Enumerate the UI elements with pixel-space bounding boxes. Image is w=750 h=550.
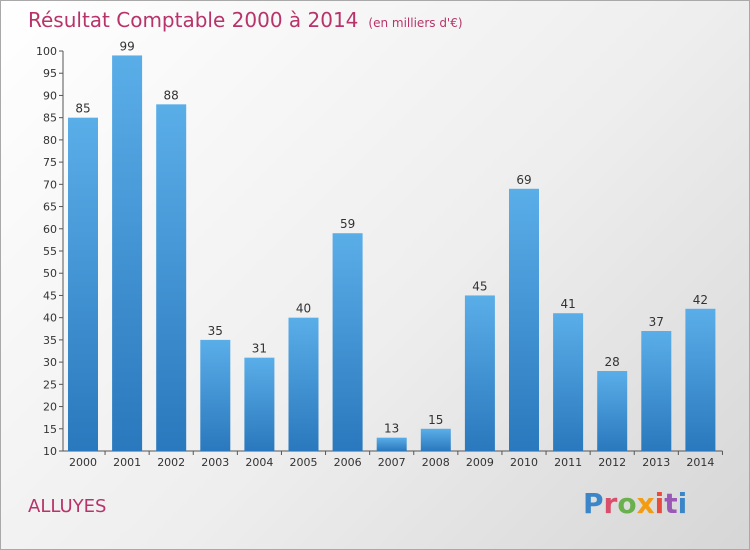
- logo-letter: P: [583, 487, 604, 520]
- bar: [553, 313, 584, 451]
- bar: [68, 117, 98, 452]
- logo-letter: o: [617, 487, 637, 520]
- x-tick-label: 2006: [334, 456, 362, 469]
- chart-title: Résultat Comptable 2000 à 2014: [28, 8, 359, 32]
- x-tick-label: 2007: [378, 456, 406, 469]
- y-tick-label: 100: [36, 45, 57, 58]
- y-tick-label: 25: [43, 378, 57, 391]
- y-tick-label: 35: [43, 334, 57, 347]
- y-tick-label: 65: [43, 201, 57, 214]
- bar-value-label: 31: [252, 342, 267, 356]
- x-tick-label: 2008: [422, 456, 450, 469]
- logo-letter: x: [636, 487, 655, 520]
- bar-value-label: 41: [560, 297, 575, 311]
- y-tick-label: 70: [43, 178, 57, 191]
- bar: [641, 331, 672, 451]
- bar-value-label: 99: [119, 39, 134, 53]
- y-tick-label: 55: [43, 245, 57, 258]
- chart-title-block: Résultat Comptable 2000 à 2014 (en millie…: [28, 8, 463, 32]
- y-tick-label: 75: [43, 156, 57, 169]
- bar: [464, 295, 495, 451]
- x-tick-label: 2000: [69, 456, 97, 469]
- y-tick-label: 40: [43, 312, 57, 325]
- bar: [509, 188, 539, 451]
- bar-value-label: 28: [605, 355, 620, 369]
- bar-value-label: 35: [208, 324, 223, 338]
- logo-letter: r: [603, 487, 618, 520]
- x-tick-label: 2001: [113, 456, 141, 469]
- bar: [288, 317, 319, 451]
- bar-value-label: 45: [472, 279, 487, 293]
- x-tick-label: 2004: [245, 456, 273, 469]
- y-tick-label: 15: [43, 423, 57, 436]
- x-tick-label: 2013: [642, 456, 670, 469]
- bar-value-label: 40: [296, 302, 311, 316]
- bar-value-label: 15: [428, 413, 443, 427]
- logo-letter: i: [654, 487, 665, 520]
- y-tick-label: 50: [43, 267, 57, 280]
- bar: [685, 308, 716, 451]
- y-tick-label: 20: [43, 401, 57, 414]
- x-tick-label: 2011: [554, 456, 582, 469]
- x-tick-label: 2003: [201, 456, 229, 469]
- bar: [200, 339, 231, 451]
- y-tick-label: 90: [43, 89, 57, 102]
- bar: [244, 357, 275, 451]
- bar-value-label: 85: [75, 102, 90, 116]
- bar-value-label: 37: [649, 315, 664, 329]
- bar: [597, 371, 628, 451]
- bar-value-label: 59: [340, 217, 355, 231]
- bar-value-label: 69: [516, 173, 531, 187]
- bar: [156, 104, 187, 451]
- chart-subtitle: (en milliers d'€): [368, 16, 463, 30]
- y-tick-label: 10: [43, 445, 57, 458]
- bar: [420, 428, 451, 451]
- logo-letter: i: [677, 487, 688, 520]
- bar-value-label: 13: [384, 422, 399, 436]
- x-tick-label: 2010: [510, 456, 538, 469]
- y-tick-label: 45: [43, 289, 57, 302]
- x-tick-label: 2014: [686, 456, 714, 469]
- commune-name: ALLUYES: [28, 496, 107, 517]
- x-tick-label: 2012: [598, 456, 626, 469]
- y-tick-label: 95: [43, 67, 57, 80]
- bar: [332, 233, 363, 451]
- bar: [112, 55, 143, 451]
- bar-value-label: 42: [693, 293, 708, 307]
- x-tick-label: 2005: [290, 456, 318, 469]
- y-tick-label: 30: [43, 356, 57, 369]
- x-tick-label: 2009: [466, 456, 494, 469]
- bar-value-label: 88: [164, 88, 179, 102]
- x-tick-label: 2002: [157, 456, 185, 469]
- bar: [376, 437, 407, 451]
- y-tick-label: 85: [43, 112, 57, 125]
- proxiti-logo: Proxiti: [583, 487, 687, 520]
- y-tick-label: 80: [43, 134, 57, 147]
- y-tick-label: 60: [43, 223, 57, 236]
- logo-letter: t: [664, 487, 678, 520]
